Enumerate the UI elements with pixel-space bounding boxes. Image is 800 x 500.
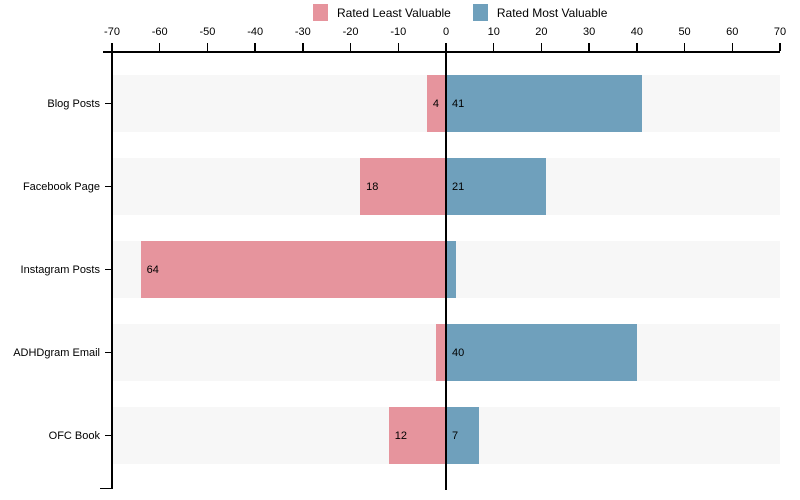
- x-axis-tick-label: 0: [442, 26, 450, 38]
- x-axis-tick-label: 30: [583, 26, 596, 38]
- legend: Rated Least Valuable Rated Most Valuable: [313, 4, 607, 21]
- bar-value-label: 12: [394, 429, 407, 442]
- bar-least-valuable: [140, 241, 446, 298]
- x-axis-line: [103, 51, 780, 53]
- x-axis-tick-label: -40: [247, 26, 264, 38]
- legend-item-least-valuable: Rated Least Valuable: [313, 4, 451, 21]
- bar-least-valuable: [388, 407, 446, 464]
- legend-item-most-valuable: Rated Most Valuable: [472, 4, 608, 21]
- legend-swatch-least-valuable: [313, 4, 328, 21]
- x-axis-tick-label: -10: [390, 26, 407, 38]
- x-axis-tick: [111, 43, 113, 51]
- x-axis-tick: [302, 43, 304, 51]
- x-axis-tick: [206, 43, 209, 51]
- x-axis-tick: [540, 43, 543, 51]
- bar-value-label: 64: [146, 263, 159, 276]
- bar-least-valuable: [426, 75, 446, 132]
- bar-value-label: 18: [366, 180, 379, 193]
- category-label: Facebook Page: [22, 180, 100, 193]
- bar-value-label: 4: [432, 97, 440, 110]
- bar-most-valuable: [446, 324, 637, 381]
- legend-label-least-valuable: Rated Least Valuable: [337, 5, 451, 20]
- x-axis-tick-label: 40: [630, 26, 643, 38]
- x-axis-tick: [445, 43, 447, 51]
- x-axis-tick: [397, 43, 400, 51]
- y-axis-end-tick: [100, 487, 112, 489]
- bar-value-label: 41: [452, 97, 465, 110]
- y-axis-tick: [105, 268, 112, 271]
- x-axis-tick-label: -70: [104, 26, 120, 38]
- bar-most-valuable: [446, 407, 480, 464]
- x-axis-tick-label: -60: [151, 26, 168, 38]
- x-axis-tick: [683, 43, 686, 51]
- x-axis-tick-label: 70: [773, 26, 787, 38]
- y-axis-tick: [105, 185, 112, 188]
- bar-value-label: 21: [452, 180, 465, 193]
- x-axis-tick: [158, 43, 161, 51]
- x-axis-tick: [254, 43, 256, 51]
- legend-label-most-valuable: Rated Most Valuable: [496, 5, 608, 20]
- x-axis-tick: [349, 43, 352, 51]
- bar-most-valuable: [446, 75, 642, 132]
- bar-value-label: 7: [452, 429, 459, 442]
- category-label: Instagram Posts: [20, 263, 100, 276]
- category-label: ADHDgram Email: [13, 346, 100, 359]
- x-axis-tick: [636, 43, 638, 51]
- bar-least-valuable: [436, 324, 446, 381]
- x-axis-tick: [492, 43, 495, 51]
- x-axis-tick-label: 60: [726, 26, 739, 38]
- bar-most-valuable: [446, 241, 456, 298]
- bar-least-valuable: [360, 158, 446, 215]
- legend-swatch-most-valuable: [472, 4, 488, 21]
- x-axis-tick-label: -30: [294, 26, 311, 38]
- x-axis-tick-label: 10: [487, 26, 500, 38]
- bar-most-valuable: [446, 158, 547, 215]
- y-axis-line: [111, 51, 113, 489]
- y-axis-tick: [105, 102, 112, 105]
- x-axis-tick-label: -20: [342, 26, 359, 38]
- y-axis-tick: [105, 434, 112, 437]
- x-axis-tick-label: -50: [199, 26, 216, 38]
- x-axis-tick-label: 50: [678, 26, 691, 38]
- x-axis-tick-label: 20: [535, 26, 548, 38]
- x-axis-tick: [779, 43, 781, 51]
- category-label: Blog Posts: [47, 97, 100, 110]
- bar-value-label: 40: [452, 346, 465, 359]
- y-axis-tick: [105, 351, 112, 354]
- category-label: OFC Book: [48, 429, 100, 442]
- zero-baseline: [445, 51, 447, 490]
- x-axis-tick: [588, 43, 590, 51]
- x-axis-tick: [731, 43, 734, 51]
